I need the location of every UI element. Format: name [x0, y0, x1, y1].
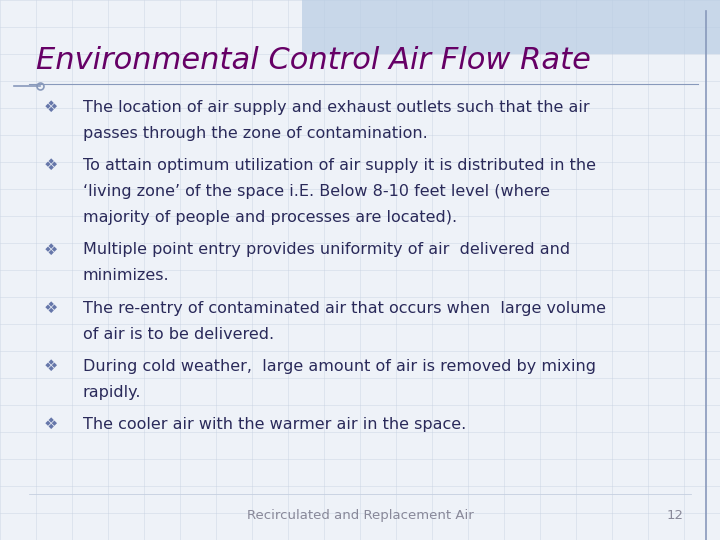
Text: To attain optimum utilization of air supply it is distributed in the: To attain optimum utilization of air sup…: [83, 158, 596, 173]
Text: majority of people and processes are located).: majority of people and processes are loc…: [83, 210, 457, 225]
Text: The location of air supply and exhaust outlets such that the air: The location of air supply and exhaust o…: [83, 100, 590, 115]
Text: Multiple point entry provides uniformity of air  delivered and: Multiple point entry provides uniformity…: [83, 242, 570, 258]
Text: ❖: ❖: [43, 242, 58, 258]
Text: The cooler air with the warmer air in the space.: The cooler air with the warmer air in th…: [83, 417, 466, 433]
Text: ❖: ❖: [43, 359, 58, 374]
Text: Environmental Control Air Flow Rate: Environmental Control Air Flow Rate: [36, 46, 591, 75]
Text: ❖: ❖: [43, 301, 58, 316]
Text: passes through the zone of contamination.: passes through the zone of contamination…: [83, 126, 428, 141]
Text: rapidly.: rapidly.: [83, 385, 141, 400]
Text: ❖: ❖: [43, 417, 58, 433]
Text: of air is to be delivered.: of air is to be delivered.: [83, 327, 274, 342]
Text: During cold weather,  large amount of air is removed by mixing: During cold weather, large amount of air…: [83, 359, 596, 374]
Text: Recirculated and Replacement Air: Recirculated and Replacement Air: [247, 509, 473, 522]
Text: 12: 12: [667, 509, 684, 522]
Text: ‘living zone’ of the space i.E. Below 8-10 feet level (where: ‘living zone’ of the space i.E. Below 8-…: [83, 184, 550, 199]
Text: ❖: ❖: [43, 100, 58, 115]
Text: The re-entry of contaminated air that occurs when  large volume: The re-entry of contaminated air that oc…: [83, 301, 606, 316]
Text: ❖: ❖: [43, 158, 58, 173]
Text: minimizes.: minimizes.: [83, 268, 169, 284]
FancyBboxPatch shape: [302, 0, 720, 54]
